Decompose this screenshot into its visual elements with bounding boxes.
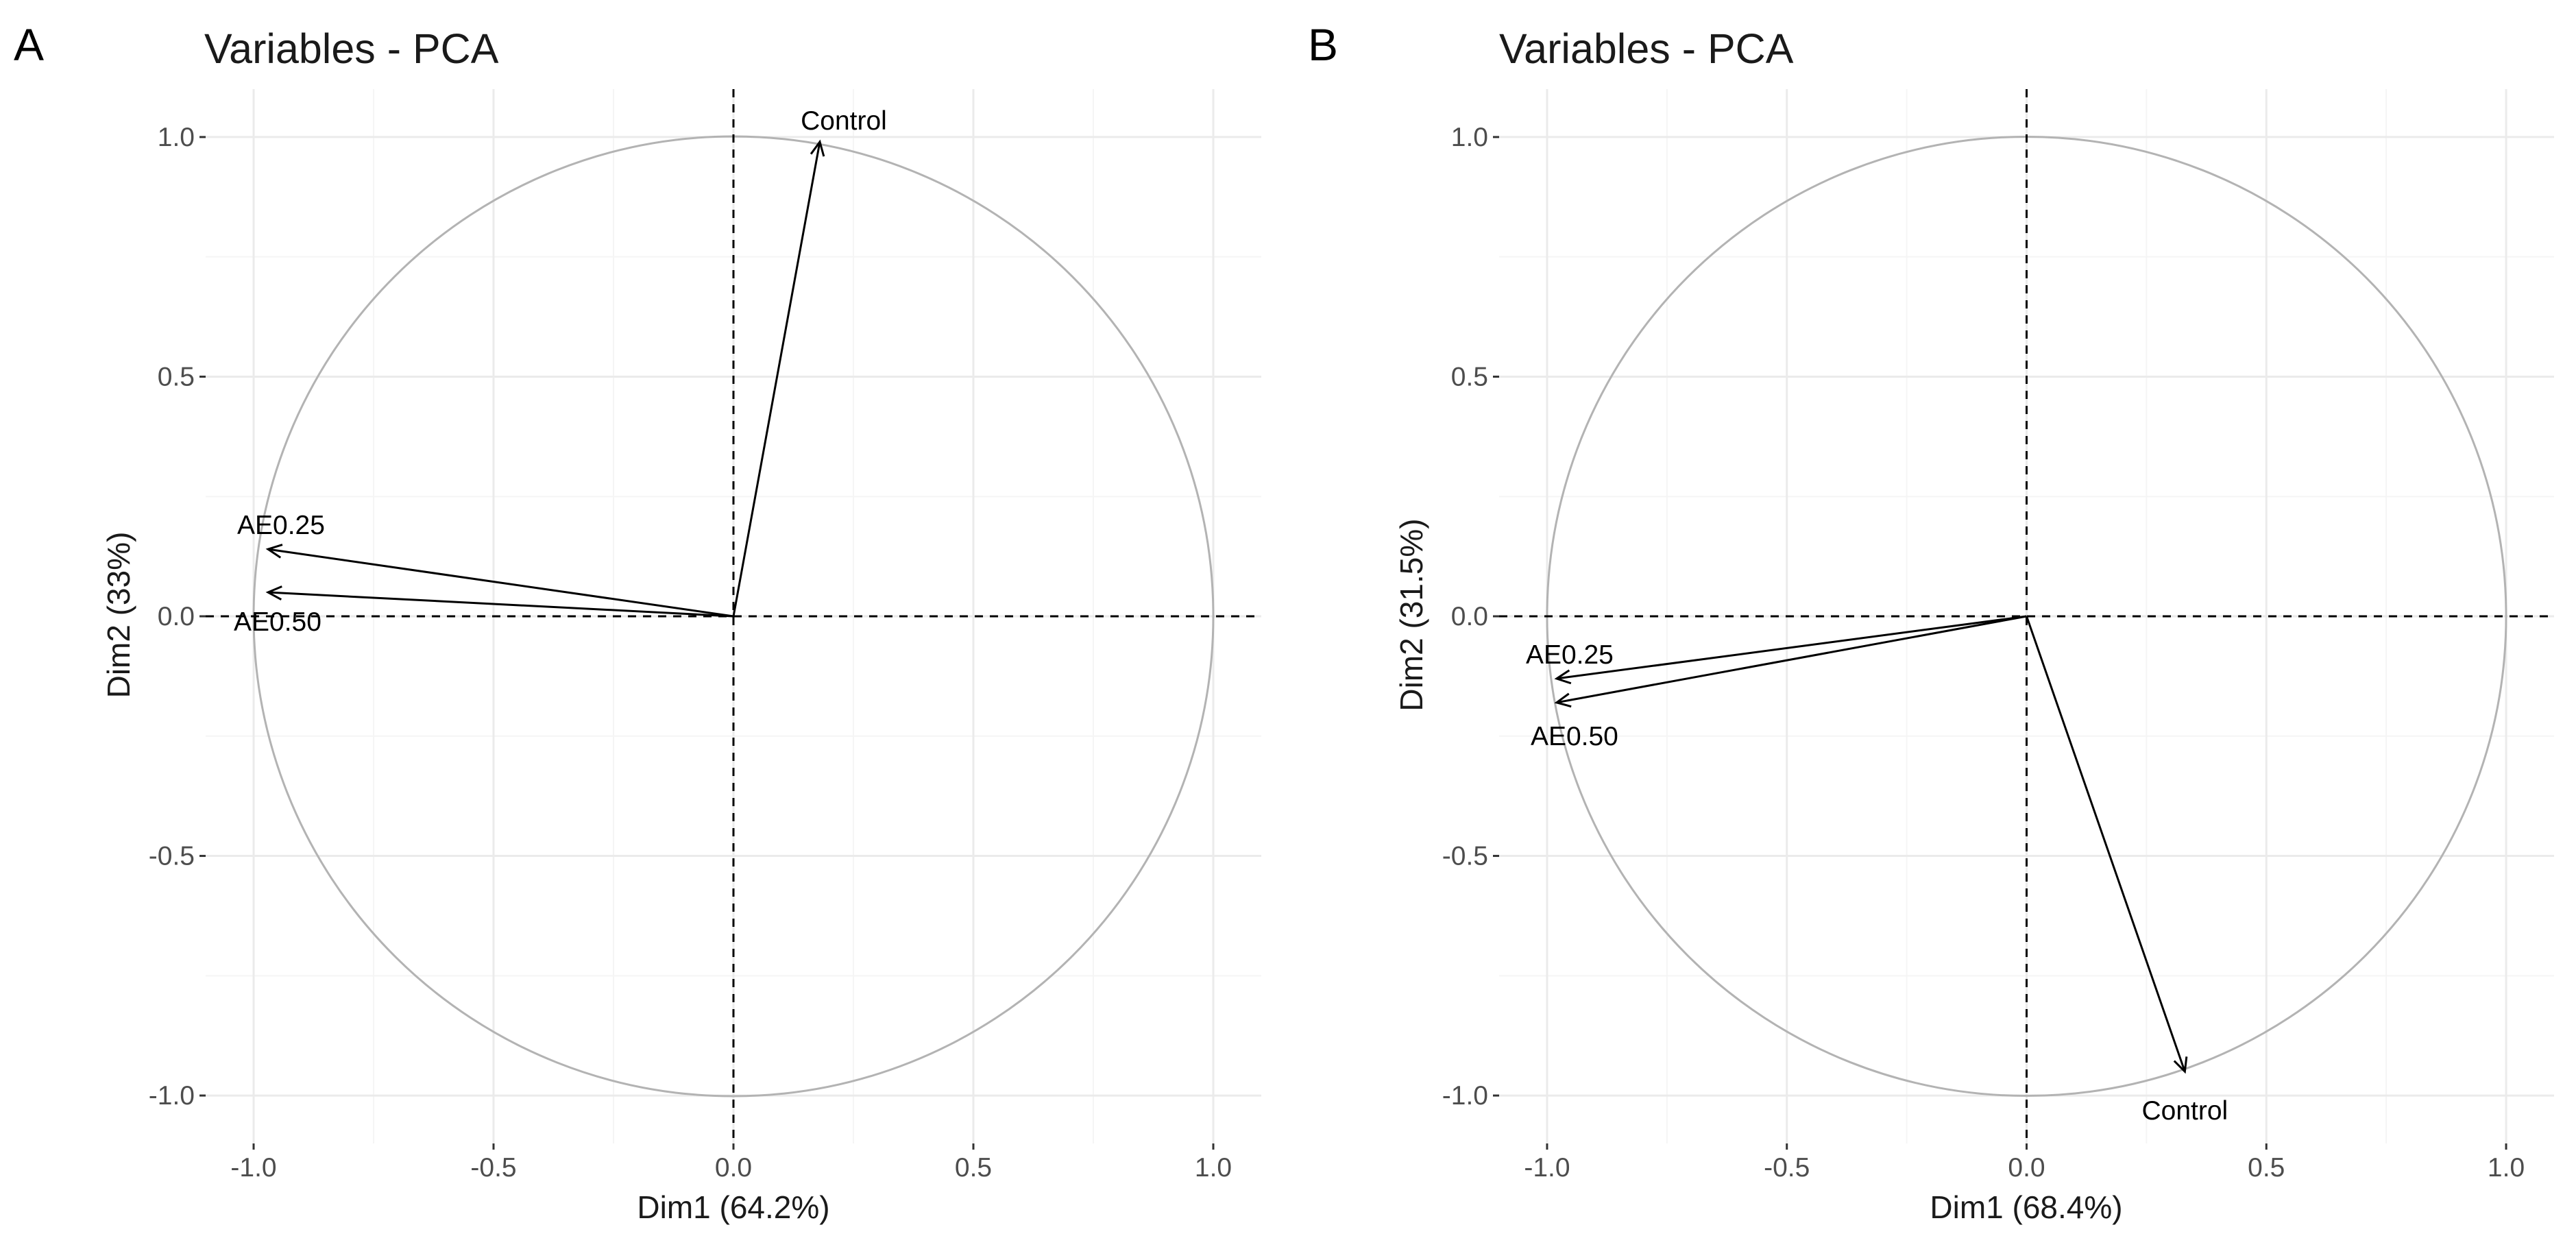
variable-arrow-ae0.50 [267, 591, 734, 618]
y-axis-title: Dim2 (33%) [101, 532, 136, 699]
chart-title: Variables - PCA [204, 25, 499, 72]
y-tick-label: -1.0 [149, 1081, 195, 1111]
variable-label: AE0.50 [234, 607, 321, 637]
x-axis-title: Dim1 (64.2%) [637, 1189, 829, 1225]
panel-letter: B [1308, 19, 1338, 70]
variable-label: Control [801, 106, 887, 136]
y-tick-label: 0.0 [1451, 602, 1488, 631]
x-tick-label: -0.5 [1764, 1153, 1810, 1183]
x-tick-label: -0.5 [470, 1153, 516, 1183]
variable-label: AE0.50 [1531, 722, 1618, 751]
x-tick-label: 1.0 [2488, 1153, 2525, 1183]
variable-label: AE0.25 [1526, 640, 1614, 670]
y-tick-label: -0.5 [1442, 842, 1488, 871]
x-tick-label: 0.5 [2248, 1153, 2285, 1183]
variable-label: AE0.25 [237, 511, 325, 540]
arrow-head [265, 585, 282, 601]
chart-title: Variables - PCA [1499, 25, 1794, 72]
y-tick-label: -1.0 [1442, 1081, 1488, 1111]
variable-arrow-ae0.25 [1556, 615, 2027, 680]
variable-arrow-ae0.50 [1556, 615, 2027, 704]
y-tick-label: 0.0 [158, 602, 195, 631]
arrow-head [1554, 692, 1572, 708]
x-axis-title: Dim1 (68.4%) [1930, 1189, 2122, 1225]
x-tick-label: 1.0 [1195, 1153, 1232, 1183]
panel-b: B Variables - PCA -1.0 -0.5 0.0 0.5 1.0-1.0-… [1308, 19, 2554, 1225]
arrow-head [265, 544, 283, 559]
y-tick-label: 1.0 [158, 123, 195, 152]
variable-label: Control [2141, 1096, 2228, 1126]
x-tick-label: -1.0 [1524, 1153, 1570, 1183]
x-tick-label: 0.0 [715, 1153, 752, 1183]
x-tick-label: 0.0 [2008, 1153, 2045, 1183]
y-tick-label: 0.5 [1451, 362, 1488, 391]
y-tick-label: 0.5 [158, 362, 195, 391]
x-tick-label: 0.5 [955, 1153, 992, 1183]
plot-area: -1.0 -0.5 0.0 0.5 1.0 -1.0 -0.5 0.0 0.5 1.0 Contro… [149, 89, 1261, 1183]
arrow-head [2173, 1056, 2188, 1074]
panel-letter: A [14, 19, 44, 70]
y-tick-label: 1.0 [1451, 123, 1488, 152]
variable-arrow-control [2026, 616, 2186, 1072]
variable-arrow-control [732, 141, 821, 617]
arrow-head [1554, 669, 1572, 685]
panel-a: A Variables - PCA -1.0 -0.5 0.0 0.5 1.0-1.0-… [14, 19, 1261, 1225]
plot-area: -1.0 -0.5 0.0 0.5 1.0 -1.0 -0.5 0.0 0.5 1.0 AE0.25… [1442, 89, 2554, 1183]
x-tick-label: -1.0 [230, 1153, 276, 1183]
arrow-head [810, 139, 825, 157]
y-tick-label: -0.5 [149, 842, 195, 871]
variable-arrow-ae0.25 [267, 548, 734, 618]
y-axis-title: Dim2 (31.5%) [1394, 518, 1429, 711]
